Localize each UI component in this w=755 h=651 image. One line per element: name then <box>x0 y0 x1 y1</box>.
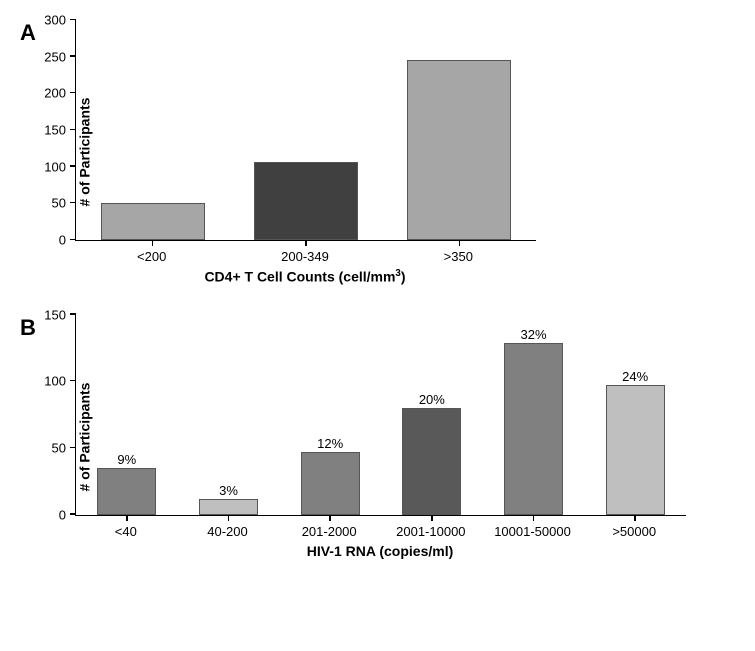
panel-b-x-labels: <4040-200201-20002001-1000010001-50000>5… <box>75 524 685 539</box>
y-tick-label: 50 <box>52 441 76 456</box>
y-tick-label: 250 <box>44 49 76 64</box>
panel-a-x-axis-label: CD4+ T Cell Counts (cell/mm3) <box>75 268 535 285</box>
bar <box>407 60 511 240</box>
x-category-label: <200 <box>75 249 228 264</box>
bar: 9% <box>97 468 156 515</box>
bar: 3% <box>199 499 258 515</box>
bar-slot: 3% <box>178 315 280 515</box>
panel-a-plot: 050100150200250300 <box>75 20 536 241</box>
x-tick <box>305 240 307 246</box>
bar-slot <box>76 20 229 240</box>
bar-value-label: 24% <box>622 369 648 386</box>
x-tick <box>152 240 154 246</box>
bar-slot <box>383 20 536 240</box>
panel-a-x-labels: <200200-349>350 <box>75 249 535 264</box>
bar: 20% <box>402 408 461 515</box>
bar: 24% <box>606 385 665 514</box>
x-category-label: 201-2000 <box>278 524 380 539</box>
y-tick-label: 0 <box>59 233 76 248</box>
chart-a: # of Participants 050100150200250300 <20… <box>75 20 535 285</box>
y-tick-label: 100 <box>44 159 76 174</box>
x-category-label: >350 <box>382 249 535 264</box>
y-tick-label: 300 <box>44 13 76 28</box>
bar-value-label: 32% <box>521 327 547 344</box>
bar-slot: 20% <box>381 315 483 515</box>
bar <box>254 162 358 240</box>
panel-a-letter: A <box>20 20 36 46</box>
y-tick-label: 100 <box>44 374 76 389</box>
bar: 12% <box>301 452 360 515</box>
chart-b: # of Participants 0501001509%3%12%20%32%… <box>75 315 685 559</box>
x-tick <box>228 515 230 521</box>
bar-slot: 9% <box>76 315 178 515</box>
x-tick <box>126 515 128 521</box>
x-category-label: <40 <box>75 524 177 539</box>
x-tick <box>533 515 535 521</box>
y-tick-label: 0 <box>59 507 76 522</box>
bar-value-label: 9% <box>117 452 136 469</box>
x-tick <box>459 240 461 246</box>
bar-slot: 12% <box>279 315 381 515</box>
y-tick-label: 200 <box>44 86 76 101</box>
y-tick-label: 150 <box>44 307 76 322</box>
y-tick-label: 50 <box>52 196 76 211</box>
panel-b-x-axis-label: HIV-1 RNA (copies/ml) <box>75 543 685 559</box>
bar: 32% <box>504 343 563 515</box>
x-category-label: >50000 <box>583 524 685 539</box>
x-category-label: 2001-10000 <box>380 524 482 539</box>
bar-value-label: 20% <box>419 392 445 409</box>
x-category-label: 40-200 <box>177 524 279 539</box>
panel-a: A # of Participants 050100150200250300 <… <box>20 20 735 285</box>
panel-b: B # of Participants 0501001509%3%12%20%3… <box>20 315 735 559</box>
panel-b-plot: 0501001509%3%12%20%32%24% <box>75 315 686 516</box>
x-tick <box>329 515 331 521</box>
bar-value-label: 3% <box>219 483 238 500</box>
bar-slot <box>229 20 382 240</box>
bar-slot: 24% <box>584 315 686 515</box>
x-category-label: 200-349 <box>228 249 381 264</box>
bar <box>101 203 205 240</box>
panel-b-letter: B <box>20 315 36 341</box>
bar-slot: 32% <box>483 315 585 515</box>
x-tick <box>431 515 433 521</box>
y-tick-label: 150 <box>44 123 76 138</box>
bar-value-label: 12% <box>317 436 343 453</box>
x-tick <box>634 515 636 521</box>
x-category-label: 10001-50000 <box>482 524 584 539</box>
